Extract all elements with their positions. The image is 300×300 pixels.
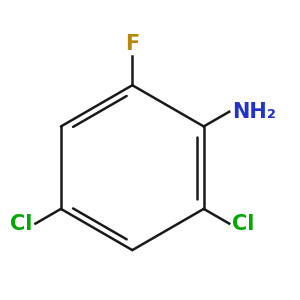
Text: Cl: Cl	[10, 214, 32, 234]
Text: Cl: Cl	[232, 214, 255, 234]
Text: F: F	[125, 34, 140, 54]
Text: NH₂: NH₂	[232, 102, 276, 122]
